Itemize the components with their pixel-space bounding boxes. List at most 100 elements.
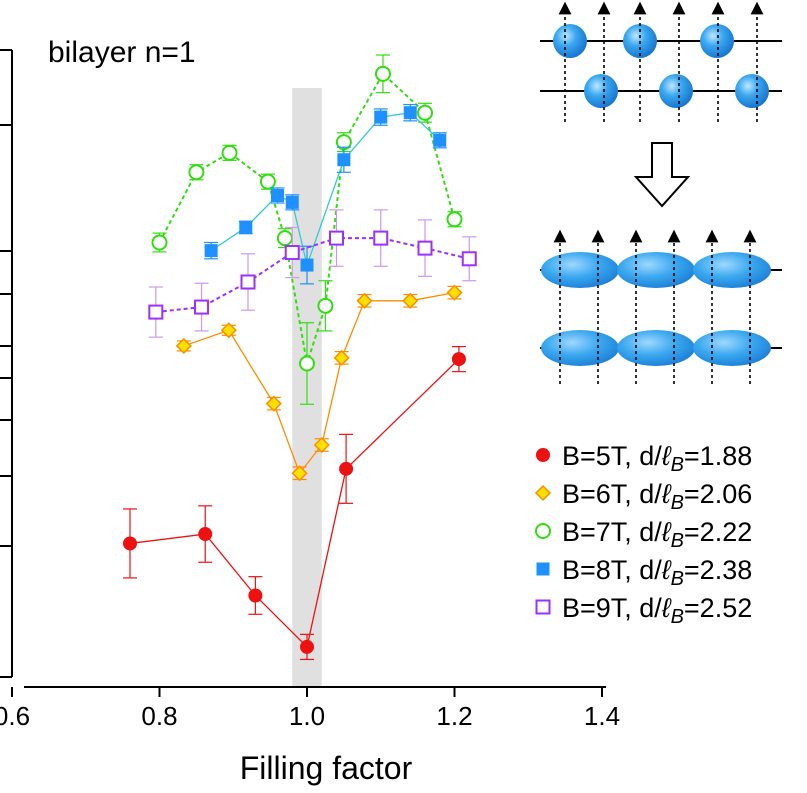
data-point <box>240 274 256 290</box>
axes: 0.6 0.8 1.0 1.2 1.4 <box>0 49 620 731</box>
data-point <box>198 527 213 542</box>
data-point <box>151 234 168 251</box>
data-point <box>446 211 463 228</box>
legend-label-ell: ℓ <box>661 479 672 509</box>
electron-ellipse <box>693 330 771 366</box>
legend-label-prefix: B=5T, d/ <box>562 441 662 471</box>
data-point <box>188 164 205 181</box>
x-axis-label: Filling factor <box>240 750 413 786</box>
x-tick-label: 1.2 <box>436 701 472 731</box>
electron-ellipse <box>617 252 695 288</box>
data-point <box>265 395 282 412</box>
data-point <box>373 230 389 246</box>
series-group <box>123 54 477 661</box>
legend-label-subscript: B <box>671 606 684 628</box>
electron-ball <box>700 24 734 58</box>
legend-marker <box>536 562 550 576</box>
electron-ellipse <box>541 330 619 366</box>
data-point <box>313 436 330 454</box>
legend-marker <box>535 599 551 615</box>
data-point <box>300 639 314 654</box>
legend-label: B=5T, d/ℓB=1.88 <box>562 441 752 476</box>
data-point <box>204 244 218 258</box>
data-point <box>285 195 299 209</box>
series-3 <box>151 54 463 405</box>
data-point <box>175 337 192 355</box>
series-1 <box>123 345 466 661</box>
data-point <box>259 173 276 190</box>
series-4 <box>204 103 447 285</box>
x-ticks: 0.6 0.8 1.0 1.2 1.4 <box>0 687 620 731</box>
data-point <box>333 349 350 366</box>
electron-ellipse <box>617 330 695 366</box>
series-2 <box>175 284 463 482</box>
data-point <box>329 230 344 246</box>
electron-ellipse <box>541 252 619 288</box>
data-point <box>403 106 417 120</box>
x-tick-label: 0.6 <box>0 701 30 731</box>
legend-label: B=6T, d/ℓB=2.06 <box>562 479 752 514</box>
data-point <box>248 588 263 603</box>
data-point <box>339 461 354 476</box>
data-point <box>374 110 388 124</box>
series-line <box>129 358 460 649</box>
legend-label-prefix: B=7T, d/ <box>562 517 662 547</box>
data-point <box>402 292 419 309</box>
electron-ball <box>553 24 587 58</box>
electron-ball <box>735 74 769 108</box>
data-point <box>239 220 253 234</box>
data-point <box>276 230 293 247</box>
legend-label-ell: ℓ <box>661 593 672 623</box>
data-point <box>451 352 466 367</box>
legend-label: B=8T, d/ℓB=2.38 <box>562 555 752 590</box>
data-point <box>291 465 308 482</box>
legend-entry: B=6T, d/ℓB=2.06 <box>534 479 752 514</box>
data-point <box>123 536 137 551</box>
transition-arrow-icon <box>633 142 691 208</box>
x-tick-label: 1.4 <box>584 701 620 731</box>
x-tick-label: 0.8 <box>141 701 177 731</box>
legend-label-suffix: =1.88 <box>684 441 752 471</box>
legend-marker <box>535 523 551 539</box>
data-point <box>374 65 391 82</box>
data-point <box>417 240 433 256</box>
legend-label-suffix: =2.38 <box>684 555 752 585</box>
legend-label-ell: ℓ <box>661 441 672 471</box>
data-point <box>446 284 463 301</box>
data-point <box>299 355 315 372</box>
legend-label: B=7T, d/ℓB=2.22 <box>562 517 752 552</box>
series-5 <box>148 209 477 338</box>
electron-ball <box>659 74 693 108</box>
x-tick-label: 1.0 <box>289 701 325 731</box>
legend: B=5T, d/ℓB=1.88B=6T, d/ℓB=2.06B=7T, d/ℓB… <box>534 441 752 628</box>
legend-label-subscript: B <box>671 530 684 552</box>
legend-label-suffix: =2.22 <box>684 517 752 547</box>
legend-label-prefix: B=9T, d/ <box>562 593 662 623</box>
data-point <box>271 188 284 202</box>
legend-label-ell: ℓ <box>661 555 672 585</box>
electron-ellipse <box>693 252 771 288</box>
legend-entry: B=7T, d/ℓB=2.22 <box>535 517 752 552</box>
legend-label-prefix: B=6T, d/ <box>562 479 662 509</box>
data-point <box>148 304 164 320</box>
data-point <box>317 297 334 314</box>
data-point <box>433 133 447 147</box>
schematic-separated-layers <box>540 1 782 122</box>
legend-label-ell: ℓ <box>661 517 672 547</box>
data-point <box>461 251 477 267</box>
legend-label: B=9T, d/ℓB=2.52 <box>562 593 752 628</box>
data-point <box>417 104 433 121</box>
legend-label-suffix: =2.52 <box>684 593 752 623</box>
data-point <box>337 153 351 167</box>
legend-label-suffix: =2.06 <box>684 479 752 509</box>
legend-marker <box>536 448 550 462</box>
legend-entry: B=5T, d/ℓB=1.88 <box>536 441 752 476</box>
data-point <box>221 144 238 161</box>
electron-ball <box>584 74 618 108</box>
schematic-coupled-layers <box>540 229 782 384</box>
legend-label-subscript: B <box>671 568 684 590</box>
data-point <box>300 258 314 272</box>
legend-label-subscript: B <box>671 492 684 514</box>
data-point <box>194 299 210 315</box>
